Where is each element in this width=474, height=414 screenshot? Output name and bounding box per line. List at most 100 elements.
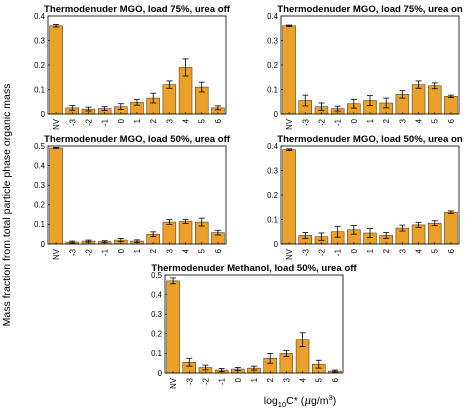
x-tick-label: 1	[133, 249, 142, 253]
y-tick-label: 0	[41, 240, 46, 249]
x-tick-label: 6	[214, 119, 223, 123]
y-tick-label: 0.2	[151, 330, 162, 339]
bar	[411, 84, 426, 115]
axes-frame	[47, 145, 227, 245]
x-tick-label: 3	[282, 378, 291, 382]
bar	[49, 147, 63, 245]
x-tick-label: NV	[169, 377, 178, 389]
y-tick-label: 0	[274, 240, 279, 249]
y-tick-label: 0.4	[34, 161, 46, 170]
bar	[49, 25, 63, 115]
bar	[282, 25, 296, 115]
panel-title: Thermodenuder MGO, load 50%, urea on	[277, 134, 463, 145]
x-tick-label: -2	[317, 249, 326, 256]
panel-title: Thermodenuder MGO, load 75%, urea on	[277, 4, 463, 15]
x-tick-label: 5	[431, 248, 440, 253]
panel-title: Thermodenuder MGO, load 50%, urea off	[44, 134, 231, 145]
x-tick-label: 2	[382, 249, 391, 253]
y-tick-label: 0.2	[34, 201, 45, 210]
y-tick-label: 0.4	[151, 290, 163, 299]
x-tick-label: 6	[447, 119, 456, 123]
x-tick-label: NV	[285, 118, 294, 130]
axes-frame	[47, 15, 227, 115]
y-tick-label: 0	[274, 110, 279, 119]
x-tick-label: 4	[415, 118, 424, 123]
x-tick-label: -3	[68, 119, 77, 126]
x-tick-label: -1	[334, 119, 343, 126]
x-tick-label: -2	[317, 119, 326, 126]
x-tick-label: 0	[350, 118, 359, 123]
x-tick-label: 1	[133, 119, 142, 123]
chart-panel: Thermodenuder MGO, load 75%, urea on NV -3…	[267, 4, 463, 130]
x-tick-label: 3	[165, 119, 174, 123]
shared-y-axis-label: Mass fraction from total particle phase …	[1, 84, 13, 327]
x-tick-label: 1	[366, 119, 375, 123]
x-tick-label: -1	[101, 249, 110, 256]
bar	[178, 221, 193, 245]
y-tick-label: 0.4	[267, 12, 279, 21]
shared-x-axis-label: log10C* (μg/m3)	[264, 393, 336, 409]
y-tick-label: 0.5	[34, 142, 46, 151]
y-tick-label: 0.2	[267, 191, 278, 200]
y-tick-label: 0.3	[34, 36, 45, 45]
chart-panel: Thermodenuder MGO, load 50%, urea on NV -3…	[267, 134, 463, 260]
x-tick-label: 2	[266, 378, 275, 382]
y-tick-label: 0	[158, 369, 163, 378]
x-tick-label: -3	[68, 249, 77, 256]
x-tick-label: 4	[299, 377, 308, 382]
x-tick-label: 2	[149, 119, 158, 123]
x-tick-label: 0	[117, 248, 126, 253]
x-tick-label: 5	[198, 118, 207, 123]
x-tick-label: 6	[447, 249, 456, 253]
y-tick-label: 0.3	[151, 310, 162, 319]
x-tick-label: -3	[301, 119, 310, 126]
bar	[162, 84, 177, 115]
y-tick-label: 0.4	[34, 12, 46, 21]
x-tick-label: 0	[117, 118, 126, 123]
x-tick-label: -2	[84, 119, 93, 126]
bar	[411, 224, 426, 245]
y-tick-label: 0.1	[34, 220, 45, 229]
y-tick-label: 0.4	[267, 142, 279, 151]
y-tick-label: 0.2	[267, 61, 278, 70]
x-tick-label: -1	[334, 249, 343, 256]
x-tick-label: NV	[285, 248, 294, 260]
bar	[162, 221, 177, 245]
x-tick-label: 3	[398, 119, 407, 123]
bar	[444, 211, 458, 245]
bar	[282, 149, 296, 245]
y-tick-label: 0.5	[151, 271, 163, 280]
x-tick-label: 0	[350, 248, 359, 253]
axes-frame	[280, 145, 460, 245]
y-tick-label: 0.3	[34, 181, 45, 190]
x-tick-label: -3	[301, 249, 310, 256]
y-tick-label: 0.3	[267, 36, 278, 45]
y-tick-label: 0.1	[151, 349, 162, 358]
x-tick-label: -3	[185, 378, 194, 385]
chart-panel: Thermodenuder Methanol, load 50%, urea o…	[151, 263, 357, 389]
y-tick-label: 0.1	[34, 85, 45, 94]
x-tick-label: 5	[431, 118, 440, 123]
y-tick-label: 0.2	[34, 61, 45, 70]
x-tick-label: 2	[382, 119, 391, 123]
x-tick-label: -2	[84, 249, 93, 256]
panel-title: Thermodenuder MGO, load 75%, urea off	[44, 4, 231, 15]
x-tick-label: 1	[250, 378, 259, 382]
bar	[444, 96, 458, 115]
x-tick-label: 4	[182, 248, 191, 253]
y-tick-label: 0.1	[267, 85, 278, 94]
axes-frame	[280, 15, 460, 115]
x-tick-label: 3	[398, 249, 407, 253]
bar	[428, 222, 442, 245]
x-tick-label: 3	[165, 249, 174, 253]
x-tick-label: 4	[182, 118, 191, 123]
x-tick-label: NV	[52, 248, 61, 260]
bar	[166, 280, 180, 374]
bar	[428, 85, 442, 115]
x-tick-label: -1	[101, 119, 110, 126]
x-tick-label: 5	[198, 248, 207, 253]
axes-frame	[164, 274, 344, 374]
